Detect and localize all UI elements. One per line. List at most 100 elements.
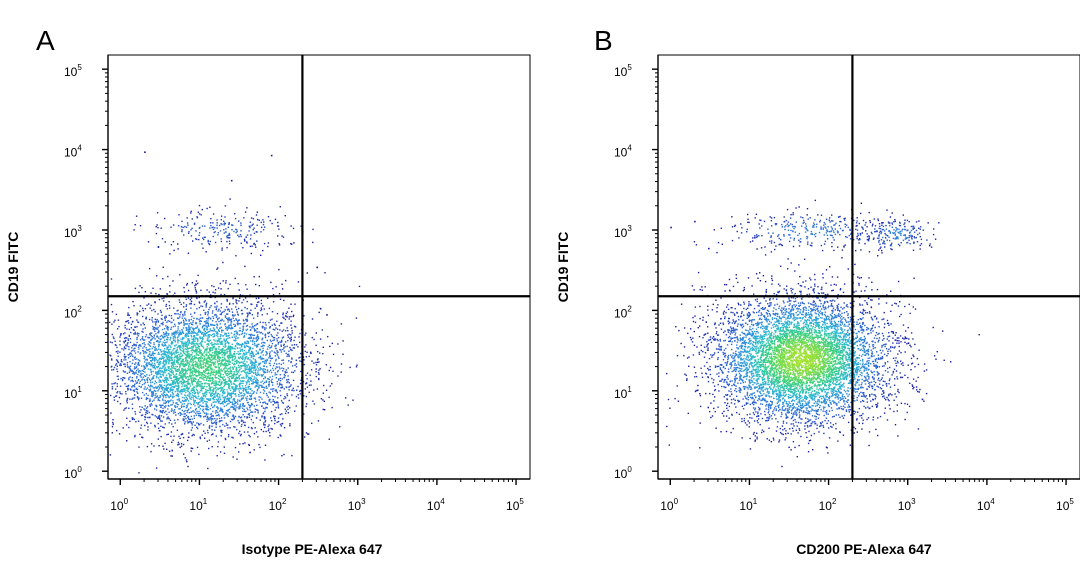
data-point: [153, 358, 156, 360]
data-point: [218, 308, 220, 311]
data-point: [193, 403, 195, 405]
data-point: [258, 399, 260, 401]
data-point: [139, 360, 141, 362]
data-point: [196, 371, 198, 373]
data-point: [305, 383, 307, 385]
data-point: [175, 369, 177, 371]
data-point: [185, 327, 188, 329]
data-point: [185, 308, 187, 310]
data-point: [147, 394, 149, 397]
data-point: [190, 336, 193, 338]
data-point: [237, 320, 239, 323]
data-point: [254, 343, 256, 345]
data-point: [200, 381, 202, 383]
data-point: [197, 331, 200, 333]
data-point: [147, 343, 149, 345]
data-point: [232, 386, 234, 388]
data-point: [111, 311, 114, 313]
data-point: [254, 369, 257, 372]
data-point: [231, 347, 234, 350]
data-point: [169, 368, 171, 370]
data-point: [244, 385, 247, 387]
data-point: [171, 321, 173, 324]
data-point: [211, 352, 213, 354]
data-point: [214, 365, 217, 368]
data-point: [318, 377, 320, 380]
data-point: [233, 405, 236, 407]
data-point: [177, 379, 179, 381]
data-point: [185, 334, 187, 337]
data-point: [221, 419, 223, 422]
data-point: [204, 391, 206, 393]
data-point: [290, 348, 292, 351]
data-point: [211, 347, 214, 349]
data-point: [177, 328, 179, 330]
data-point: [155, 416, 158, 418]
data-point: [173, 395, 175, 398]
data-point: [215, 398, 218, 401]
data-point: [281, 384, 283, 386]
data-point: [225, 282, 227, 284]
data-point: [234, 387, 236, 389]
data-point: [191, 363, 194, 365]
data-point: [241, 385, 244, 387]
data-point: [272, 404, 274, 406]
data-point: [162, 445, 164, 447]
data-point: [131, 370, 133, 372]
data-point: [271, 375, 274, 378]
data-point: [293, 389, 295, 392]
data-point: [164, 316, 166, 318]
data-point: [170, 374, 172, 376]
data-point: [122, 333, 125, 335]
data-point: [127, 384, 130, 387]
data-point: [160, 404, 163, 407]
data-point: [162, 392, 165, 394]
data-point: [138, 379, 140, 381]
data-point: [176, 357, 179, 359]
data-point: [195, 368, 197, 371]
data-point: [139, 344, 141, 347]
data-point: [277, 402, 279, 404]
data-point: [236, 302, 238, 305]
data-point: [297, 394, 299, 396]
data-point: [227, 308, 229, 310]
data-point: [134, 333, 136, 335]
data-point: [216, 332, 219, 334]
data-point: [162, 341, 164, 343]
data-point: [290, 327, 293, 329]
data-point: [276, 353, 278, 355]
data-point: [255, 417, 258, 419]
data-point: [182, 363, 184, 365]
data-point: [241, 405, 244, 407]
data-point: [236, 388, 238, 390]
data-point: [143, 351, 145, 353]
data-point: [142, 370, 145, 372]
data-point: [166, 348, 168, 351]
data-point: [201, 374, 203, 376]
data-point: [210, 418, 213, 420]
data-point: [118, 325, 120, 328]
data-point: [133, 368, 136, 370]
data-point: [254, 398, 257, 400]
data-point: [164, 339, 166, 341]
data-point: [159, 360, 162, 363]
data-point: [234, 410, 237, 412]
data-point: [329, 366, 332, 369]
data-point: [320, 398, 323, 400]
data-point: [211, 394, 214, 397]
data-point: [218, 351, 221, 354]
data-point: [235, 395, 237, 397]
data-point: [236, 406, 238, 409]
data-point: [261, 351, 263, 354]
data-point: [179, 365, 181, 368]
data-point: [136, 314, 138, 316]
data-point: [195, 370, 198, 372]
data-point: [150, 335, 152, 337]
data-point: [186, 384, 188, 387]
data-point: [285, 315, 287, 317]
data-point: [222, 373, 224, 376]
data-point: [200, 376, 202, 378]
data-point: [191, 371, 193, 374]
data-point: [148, 389, 150, 391]
data-point: [222, 378, 224, 380]
